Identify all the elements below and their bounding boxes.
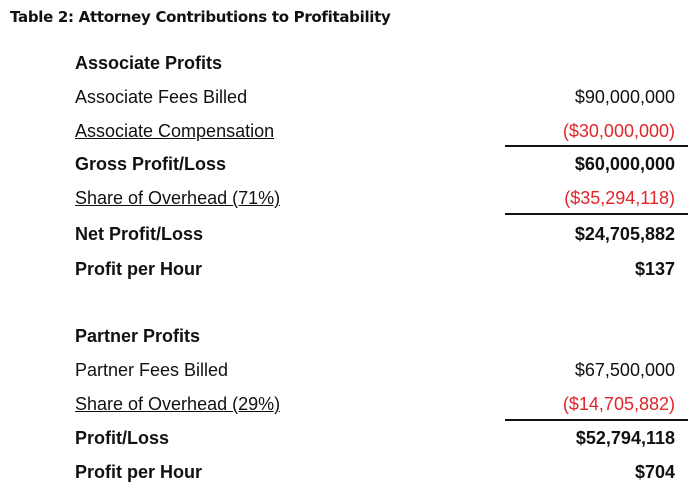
table-row: Associate Compensation ($30,000,000) [75,118,675,144]
table-row: Gross Profit/Loss $60,000,000 [75,151,675,177]
row-value: ($35,294,118) [564,188,675,208]
row-value: $704 [634,462,675,482]
subtotal-rule [505,419,688,421]
section-heading-associate: Associate Profits [75,53,223,73]
table-row: Share of Overhead (29%) ($14,705,882) [75,391,675,417]
row-label: Associate Fees Billed [75,87,248,107]
row-value: ($30,000,000) [562,121,675,141]
table-row: Profit/Loss $52,794,118 [75,425,675,451]
row-value: $24,705,882 [574,224,675,244]
row-label: Gross Profit/Loss [75,154,227,174]
row-label: Net Profit/Loss [75,224,204,244]
row-label: Profit/Loss [75,428,170,448]
row-label: Share of Overhead (71%) [75,188,281,208]
row-value: $67,500,000 [574,360,675,380]
row-value: $60,000,000 [574,154,675,174]
table-row: Share of Overhead (71%) ($35,294,118) [75,185,675,211]
subtotal-rule [505,213,688,215]
row-label: Share of Overhead (29%) [75,394,281,414]
table-row: Associate Fees Billed $90,000,000 [75,84,675,110]
subtotal-rule [505,145,688,147]
row-label: Associate Compensation [75,121,275,141]
row-label: Profit per Hour [75,462,203,482]
table-row: Profit per Hour $137 [75,256,675,282]
table-row: Profit per Hour $704 [75,459,675,485]
row-value: ($14,705,882) [562,394,675,414]
table-row: Net Profit/Loss $24,705,882 [75,221,675,247]
row-label: Partner Fees Billed [75,360,229,380]
table-row: Partner Fees Billed $67,500,000 [75,357,675,383]
table-title: Table 2: Attorney Contributions to Profi… [10,8,391,26]
row-value: $52,794,118 [575,428,675,448]
row-value: $90,000,000 [574,87,675,107]
row-label: Profit per Hour [75,259,203,279]
row-value: $137 [634,259,675,279]
section-heading-partner: Partner Profits [75,326,201,346]
